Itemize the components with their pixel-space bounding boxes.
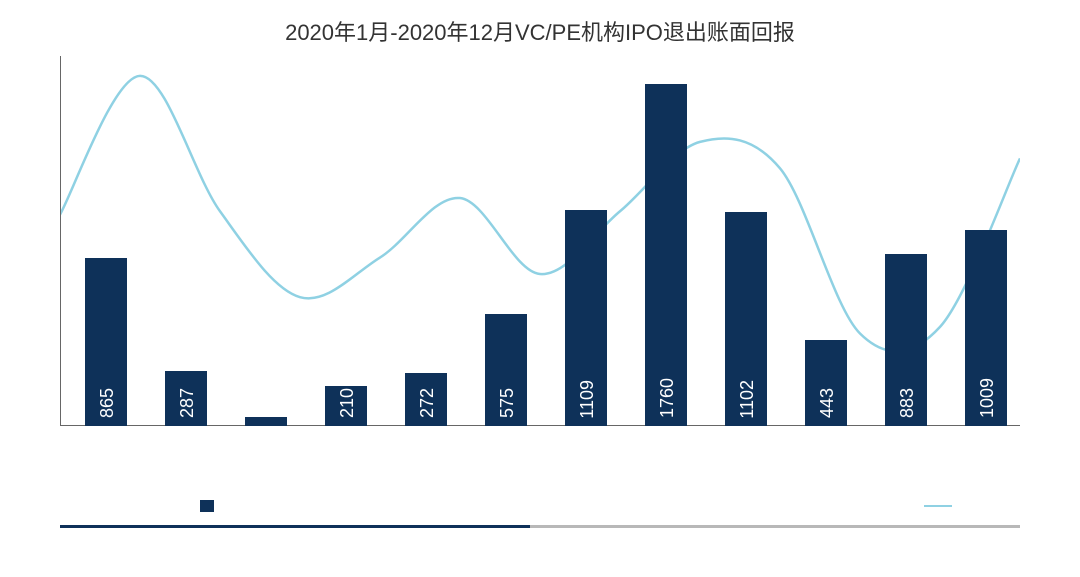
chart-container: 2020年1月-2020年12月VC/PE机构IPO退出账面回报 8652872… bbox=[0, 0, 1080, 577]
legend bbox=[200, 500, 960, 512]
bar bbox=[485, 314, 527, 426]
bar bbox=[165, 371, 207, 427]
plot-area: 8652872102725751109176011024438831009 bbox=[60, 56, 1020, 426]
bar bbox=[965, 230, 1007, 426]
bar bbox=[565, 210, 607, 426]
bar bbox=[85, 258, 127, 426]
bar bbox=[885, 254, 927, 426]
legend-swatch-bar bbox=[200, 500, 214, 512]
bar bbox=[645, 84, 687, 427]
bar bbox=[805, 340, 847, 426]
trend-line-path bbox=[60, 76, 1020, 351]
bar bbox=[725, 212, 767, 427]
legend-item-line bbox=[924, 505, 960, 507]
underline-left bbox=[60, 525, 530, 528]
y-axis bbox=[60, 56, 61, 426]
chart-title: 2020年1月-2020年12月VC/PE机构IPO退出账面回报 bbox=[40, 20, 1040, 46]
bar bbox=[325, 386, 367, 427]
bar bbox=[245, 417, 287, 427]
legend-item-bar bbox=[200, 500, 222, 512]
underline-right bbox=[530, 525, 1020, 528]
bar bbox=[405, 373, 447, 426]
legend-swatch-line bbox=[924, 505, 952, 507]
